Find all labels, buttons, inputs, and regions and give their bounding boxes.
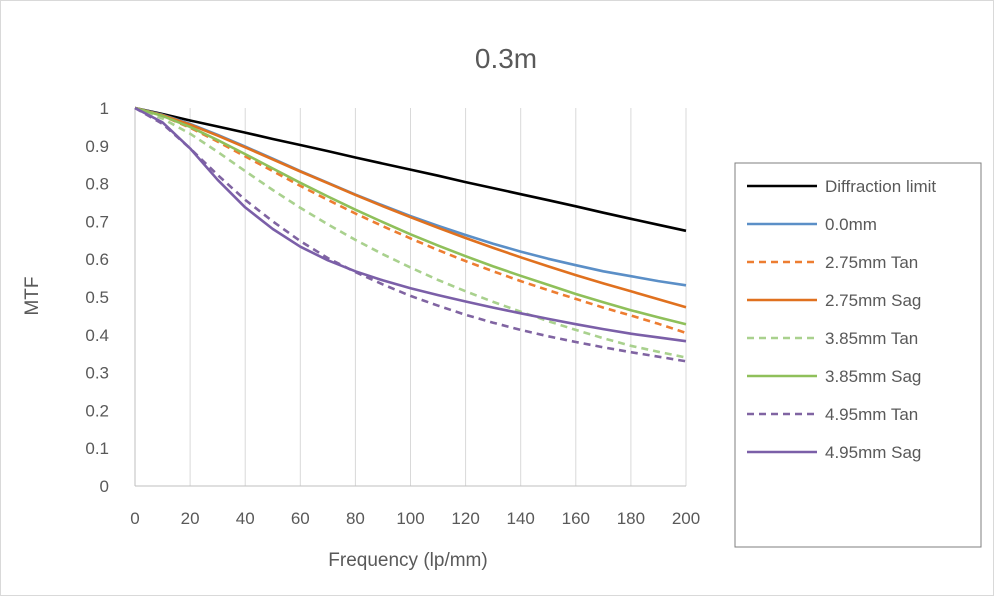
x-tick-label: 40 <box>236 509 255 528</box>
series-line-3-85mm-sag <box>134 106 687 326</box>
x-tick-labels: 0 20 40 60 80 100 120 140 160 180 200 <box>130 509 700 528</box>
legend-box <box>734 162 982 548</box>
legend: Diffraction limit 0.0mm 2.75mm Tan 2.75mm S… <box>734 162 982 548</box>
y-axis-title: MTF <box>22 276 43 315</box>
x-tick-label: 100 <box>396 509 424 528</box>
series-line-2-75mm-tan <box>134 106 687 335</box>
x-tick-label: 180 <box>617 509 645 528</box>
y-tick-label: 0 <box>100 477 109 496</box>
y-tick-label: 1 <box>100 99 109 118</box>
legend-label: 3.85mm Tan <box>825 329 918 348</box>
y-tick-labels: 0 0.1 0.2 0.3 0.4 0.5 0.6 0.7 0.8 0.9 1 <box>85 99 109 496</box>
series-line-2-75mm-sag <box>134 106 687 309</box>
legend-label: 3.85mm Sag <box>825 367 921 386</box>
series-line-4-95mm-sag <box>134 106 687 343</box>
x-tick-label: 80 <box>346 509 365 528</box>
legend-label: 2.75mm Tan <box>825 253 918 272</box>
x-tick-label: 120 <box>451 509 479 528</box>
legend-label: 0.0mm <box>825 215 877 234</box>
legend-label: Diffraction limit <box>825 177 936 196</box>
y-tick-label: 0.2 <box>85 401 109 420</box>
x-tick-label: 160 <box>562 509 590 528</box>
legend-label: 4.95mm Sag <box>825 443 921 462</box>
legend-label: 4.95mm Tan <box>825 405 918 424</box>
y-tick-label: 0.8 <box>85 175 109 194</box>
series-line-diffraction-limit <box>134 106 687 233</box>
series-lines <box>134 106 687 363</box>
y-tick-label: 0.9 <box>85 137 109 156</box>
y-tick-label: 0.4 <box>85 326 109 345</box>
x-tick-label: 0 <box>130 509 139 528</box>
chart-title: 0.3m <box>475 43 537 74</box>
series-line-4-95mm-tan <box>134 106 687 363</box>
grid-lines <box>189 108 687 486</box>
axes <box>134 108 686 487</box>
legend-label: 2.75mm Sag <box>825 291 921 310</box>
y-tick-label: 0.5 <box>85 288 109 307</box>
x-tick-label: 200 <box>672 509 700 528</box>
y-tick-label: 0.7 <box>85 212 109 231</box>
y-tick-label: 0.6 <box>85 250 109 269</box>
x-tick-label: 60 <box>291 509 310 528</box>
x-tick-label: 20 <box>181 509 200 528</box>
x-axis-title: Frequency (lp/mm) <box>328 550 487 571</box>
y-tick-label: 0.1 <box>85 439 109 458</box>
x-tick-label: 140 <box>507 509 535 528</box>
y-tick-label: 0.3 <box>85 364 109 383</box>
